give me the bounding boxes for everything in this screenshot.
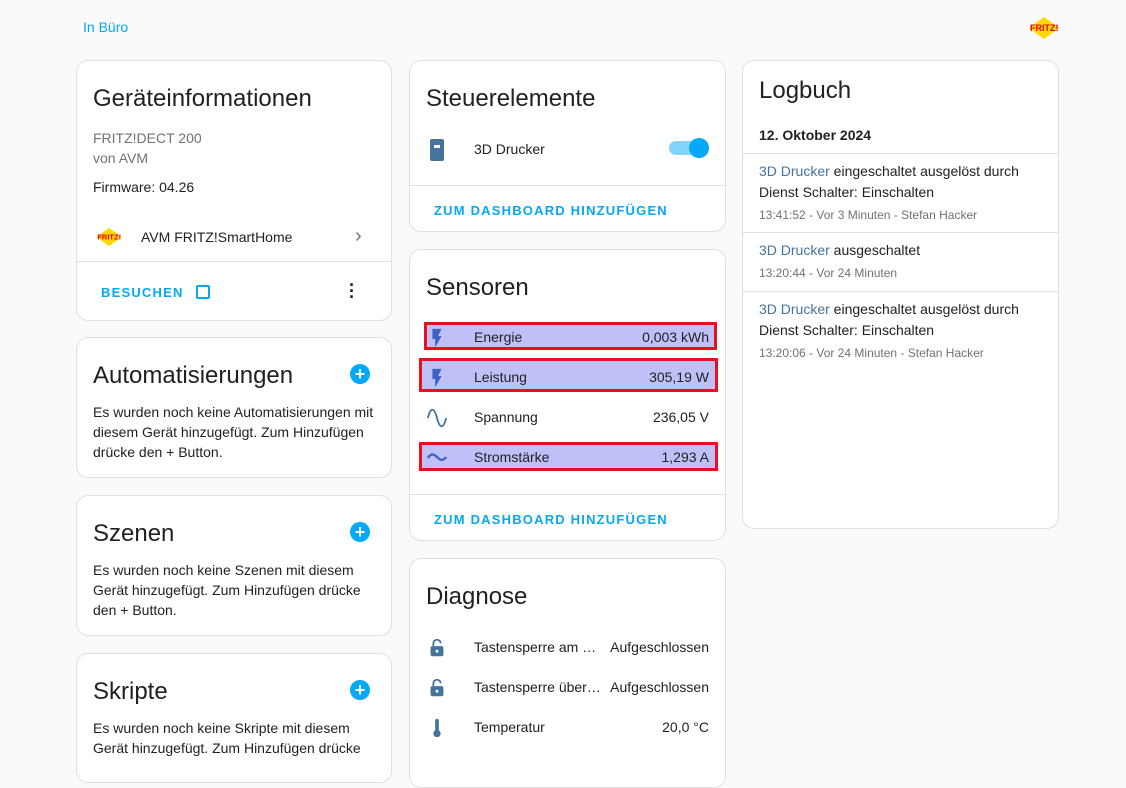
chevron-right-icon: › [355,225,362,247]
card-title: Skripte [93,678,168,705]
fritz-logo-icon: FRITZ! [96,227,122,247]
card-title: Sensoren [426,274,529,301]
empty-text: Es wurden noch keine Automatisierungen m… [93,404,374,460]
logbook-date: 12. Oktober 2024 [759,127,872,143]
sensor-label: Leistung [474,369,527,385]
sensor-row-spannung[interactable]: Spannung 236,05 V [426,403,709,431]
add-automation-button[interactable]: + [350,364,370,384]
flash-icon [426,367,448,389]
highlight-box [419,358,718,392]
open-in-new-icon [196,285,211,299]
logbook-entry: 3D Drucker ausgeschaltet 13:20:44 - Vor 2… [759,240,1046,284]
add-to-dashboard-button[interactable]: ZUM DASHBOARD HINZUFÜGEN [434,203,668,218]
card-title: Geräteinformationen [93,85,312,112]
add-script-button[interactable]: + [350,680,370,700]
diagnostic-row[interactable]: Tastensperre am … Aufgeschlossen [426,633,709,661]
sensor-row-stromstaerke[interactable]: Stromstärke 1,293 A [426,443,709,471]
add-scene-button[interactable]: + [350,522,370,542]
logbook-entry: 3D Drucker eingeschaltet ausgelöst durch… [759,299,1046,364]
empty-text: Es wurden noch keine Szenen mit diesem G… [93,562,361,618]
diagnostic-value: Aufgeschlossen [610,679,709,695]
diagnostic-label: Tastensperre am … [474,639,597,655]
device-manufacturer: von AVM [93,150,148,166]
sine-wave-icon [426,407,448,429]
sensor-value: 1,293 A [661,449,710,465]
entity-link[interactable]: 3D Drucker [759,242,830,258]
scripts-card: Skripte + Es wurden noch keine Skripte m… [76,653,392,783]
entry-meta: 13:20:44 - Vor 24 Minuten [759,266,898,280]
sensor-row-energie[interactable]: Energie 0,003 kWh [426,323,709,351]
visit-label: BESUCHEN [101,285,184,300]
diagnostic-label: Tastensperre über… [474,679,601,695]
integration-link[interactable]: FRITZ! AVM FRITZ!SmartHome › [77,217,391,257]
sensor-value: 305,19 W [649,369,709,385]
more-menu-icon[interactable]: · · · [349,275,355,307]
svg-text:FRITZ!: FRITZ! [1030,23,1059,33]
sensor-row-leistung[interactable]: Leistung 305,19 W [426,363,709,391]
power-socket-icon [426,139,448,161]
lock-open-icon [426,677,448,699]
highlight-box [419,442,718,471]
controls-card: Steuerelemente 3D Drucker ZUM DASHBOARD … [409,60,726,232]
entry-text: eingeschaltet ausgelöst durch Dienst Sch… [759,163,1019,200]
toggle-switch[interactable] [669,138,709,158]
lock-open-icon [426,637,448,659]
firmware: Firmware: 04.26 [93,179,195,195]
thermometer-icon [426,717,448,739]
entry-text: ausgeschaltet [829,242,921,258]
scenes-card: Szenen + Es wurden noch keine Szenen mit… [76,495,392,636]
sensor-label: Stromstärke [474,449,550,465]
sensor-value: 236,05 V [652,409,709,425]
card-title: Szenen [93,520,175,547]
entry-text: eingeschaltet ausgelöst durch Dienst Sch… [759,301,1019,338]
svg-text:FRITZ!: FRITZ! [97,233,121,242]
breadcrumb[interactable]: In Büro [83,19,129,35]
sensor-value: 0,003 kWh [642,329,709,345]
add-to-dashboard-button[interactable]: ZUM DASHBOARD HINZUFÜGEN [434,512,668,527]
diagnostic-label: Temperatur [474,719,545,735]
card-title: Logbuch [759,77,852,104]
diagnostic-value: Aufgeschlossen [610,639,709,655]
entity-row[interactable]: 3D Drucker [426,135,709,163]
flash-icon [426,327,448,349]
device-info-card: Geräteinformationen FRITZ!DECT 200 von A… [76,60,392,321]
visit-button[interactable]: BESUCHEN [101,285,211,300]
diagnostic-row[interactable]: Temperatur 20,0 °C [426,713,709,741]
entry-meta: 13:41:52 - Vor 3 Minuten - Stefan Hacker [759,208,978,222]
entity-link[interactable]: 3D Drucker [759,163,830,179]
card-title: Diagnose [426,583,528,610]
fritz-logo: FRITZ! [1029,17,1059,39]
device-model: FRITZ!DECT 200 [93,130,202,146]
sensor-label: Spannung [474,409,538,425]
sensors-card: Sensoren Energie 0,003 kWh Leistung 305,19… [409,249,726,541]
highlight-box [424,322,717,350]
entity-name: 3D Drucker [474,141,545,157]
empty-text: Es wurden noch keine Skripte mit diesem … [93,720,361,756]
diagnostic-row[interactable]: Tastensperre über… Aufgeschlossen [426,673,709,701]
sensor-label: Energie [474,329,523,345]
logbook-entry: 3D Drucker eingeschaltet ausgelöst durch… [759,161,1046,226]
logbook-card: Logbuch 12. Oktober 2024 3D Drucker eing… [742,60,1059,529]
card-title: Automatisierungen [93,362,294,389]
integration-name: AVM FRITZ!SmartHome [141,229,293,245]
automations-card: Automatisierungen + Es wurden noch keine… [76,337,392,478]
entry-meta: 13:20:06 - Vor 24 Minuten - Stefan Hacke… [759,346,984,360]
diagnostics-card: Diagnose Tastensperre am … Aufgeschlossen… [409,558,726,788]
card-title: Steuerelemente [426,85,596,112]
entity-link[interactable]: 3D Drucker [759,301,830,317]
current-ac-icon [426,447,448,469]
diagnostic-value: 20,0 °C [662,719,709,735]
